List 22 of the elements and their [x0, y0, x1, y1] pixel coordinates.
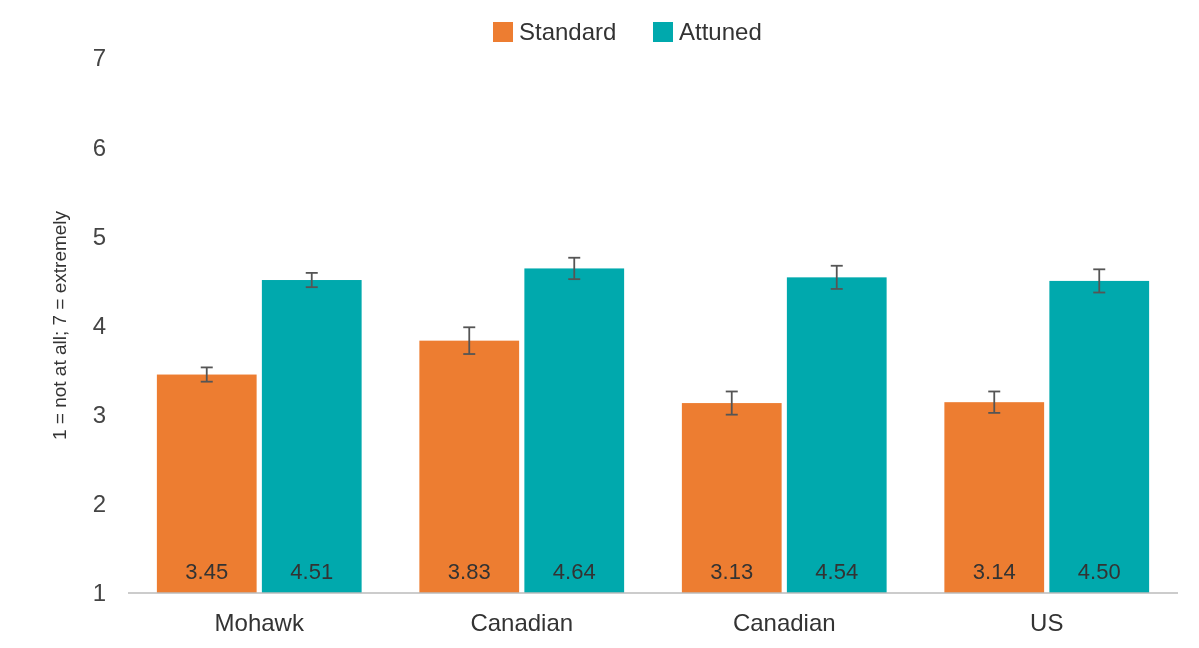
data-label: 3.83: [447, 559, 491, 584]
y-tick-label: 5: [92, 222, 106, 250]
y-tick-label: 6: [92, 133, 106, 161]
x-tick-label: Canadian: [470, 609, 574, 636]
data-label: 3.45: [185, 559, 229, 584]
x-tick-label: Canadian: [732, 609, 836, 636]
data-label: 4.50: [1077, 559, 1121, 584]
legend-label: Attuned: [679, 18, 762, 46]
data-label: 4.64: [552, 559, 596, 584]
data-label: 3.14: [972, 559, 1016, 584]
data-label: 4.54: [815, 559, 859, 584]
y-axis-title: 1 = not at all; 7 = extremely: [49, 210, 70, 441]
y-tick-label: 7: [92, 44, 106, 72]
y-tick-label: 2: [92, 490, 106, 518]
data-label: 3.13: [710, 559, 754, 584]
y-tick-label: 3: [92, 401, 106, 429]
legend-label: Standard: [519, 18, 617, 46]
data-label: 4.51: [290, 559, 334, 584]
x-tick-label: Mohawk: [214, 609, 305, 636]
x-tick-label: US: [1030, 609, 1064, 636]
y-tick-label: 4: [92, 311, 106, 339]
y-tick-label: 1: [92, 579, 106, 607]
